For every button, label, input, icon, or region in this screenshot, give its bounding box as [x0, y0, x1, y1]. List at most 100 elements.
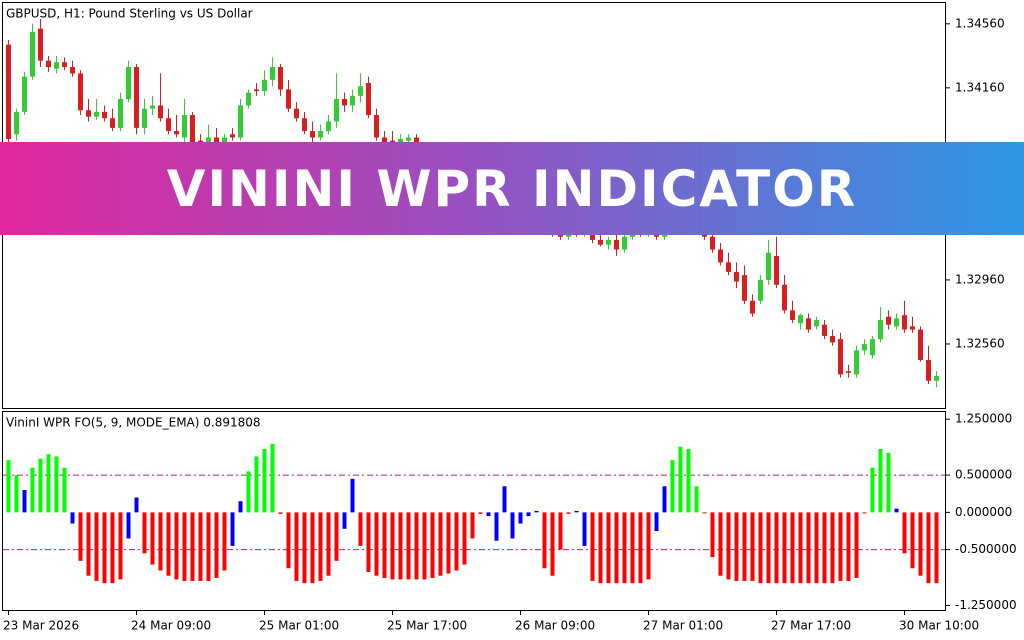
histogram-bar: [366, 512, 371, 572]
histogram-bar: [590, 512, 595, 581]
histogram-bar: [270, 443, 275, 513]
histogram-bar: [510, 512, 515, 539]
x-tick-label: 26 Mar 09:00: [515, 619, 595, 633]
histogram-bar: [390, 512, 395, 580]
candle-body: [126, 67, 131, 100]
candle-body: [790, 310, 795, 320]
candle-body: [886, 316, 891, 325]
histogram-bar: [502, 486, 507, 513]
histogram-bar: [134, 497, 139, 513]
histogram-bar: [166, 512, 171, 576]
candle-body: [30, 31, 35, 77]
candle-body: [894, 318, 899, 327]
x-tick-label: 23 Mar 2026: [3, 619, 79, 633]
histogram-bar: [470, 512, 475, 539]
histogram-bar: [566, 512, 571, 514]
candle-body: [182, 115, 187, 138]
candle-body: [710, 236, 715, 250]
histogram-bar: [414, 512, 419, 580]
y-tick-label: 1.34560: [955, 16, 1005, 30]
candle-body: [382, 137, 387, 144]
candle-body: [286, 89, 291, 109]
candle-body: [622, 236, 627, 250]
histogram-bar: [142, 512, 147, 554]
candle-body: [918, 329, 923, 360]
candle-body: [846, 371, 851, 373]
candle-body: [822, 324, 827, 336]
histogram-bar: [278, 512, 283, 514]
histogram-bar: [406, 512, 411, 580]
histogram-bar: [526, 512, 531, 517]
histogram-bar: [126, 512, 131, 539]
histogram-bar: [910, 512, 915, 569]
histogram-bar: [174, 512, 179, 580]
candle-body: [598, 239, 603, 245]
histogram-bar: [758, 512, 763, 584]
candle-body: [558, 233, 563, 237]
histogram-bar: [782, 512, 787, 584]
histogram-bar: [430, 512, 435, 578]
histogram-bar: [158, 512, 163, 571]
histogram-bar: [254, 456, 259, 513]
histogram-bar: [582, 512, 587, 546]
candle-body: [246, 92, 251, 106]
histogram-bar: [54, 456, 59, 513]
candle-body: [38, 28, 43, 61]
histogram-bar: [654, 512, 659, 531]
histogram-bar: [62, 467, 67, 513]
candle-body: [758, 279, 763, 301]
histogram-bar: [710, 512, 715, 558]
candle-body: [134, 67, 139, 128]
y-tick-label: 1.32960: [955, 272, 1005, 286]
y-tick-label: -1.250000: [955, 598, 1017, 612]
histogram-bar: [750, 512, 755, 581]
histogram-bar: [694, 486, 699, 513]
candle-body: [142, 108, 147, 128]
histogram-bar: [486, 512, 491, 517]
histogram-bar: [86, 512, 91, 576]
candle-body: [814, 319, 819, 327]
histogram-bar: [478, 512, 483, 514]
histogram-bar: [230, 512, 235, 546]
candle-body: [390, 140, 395, 143]
candle-body: [270, 67, 275, 80]
histogram-bar: [374, 512, 379, 576]
y-tick-label: 0.000000: [955, 505, 1012, 519]
histogram-bar: [606, 512, 611, 584]
candle-body: [302, 118, 307, 132]
histogram-bar: [14, 475, 19, 513]
histogram-bar: [534, 510, 539, 513]
histogram-bar: [774, 512, 779, 584]
candle-body: [406, 137, 411, 141]
histogram-bar: [94, 512, 99, 581]
candle-body: [742, 275, 747, 301]
candle-body: [934, 375, 939, 381]
histogram-bar: [550, 512, 555, 576]
candle-body: [78, 73, 83, 111]
candle-body: [238, 105, 243, 138]
histogram-bar: [662, 486, 667, 513]
candle-body: [750, 300, 755, 314]
histogram-bar: [894, 508, 899, 513]
candle-body: [86, 110, 91, 117]
y-tick-label: 1.32560: [955, 336, 1005, 350]
histogram-bar: [70, 512, 75, 524]
histogram-bar: [878, 449, 883, 513]
histogram-bar: [902, 512, 907, 554]
histogram-bar: [446, 512, 451, 574]
histogram-bar: [670, 460, 675, 513]
candle-body: [798, 315, 803, 324]
candle-body: [102, 111, 107, 119]
histogram-bar: [358, 512, 363, 546]
histogram-bar: [438, 512, 443, 576]
histogram-bar: [110, 512, 115, 584]
candle-body: [926, 359, 931, 381]
histogram-bar: [918, 512, 923, 576]
candle-body: [342, 99, 347, 106]
candle-body: [902, 315, 907, 330]
histogram-bar: [846, 512, 851, 581]
candle-body: [262, 79, 267, 92]
candle-body: [110, 118, 115, 128]
histogram-bar: [310, 512, 315, 584]
histogram-bar: [806, 512, 811, 584]
